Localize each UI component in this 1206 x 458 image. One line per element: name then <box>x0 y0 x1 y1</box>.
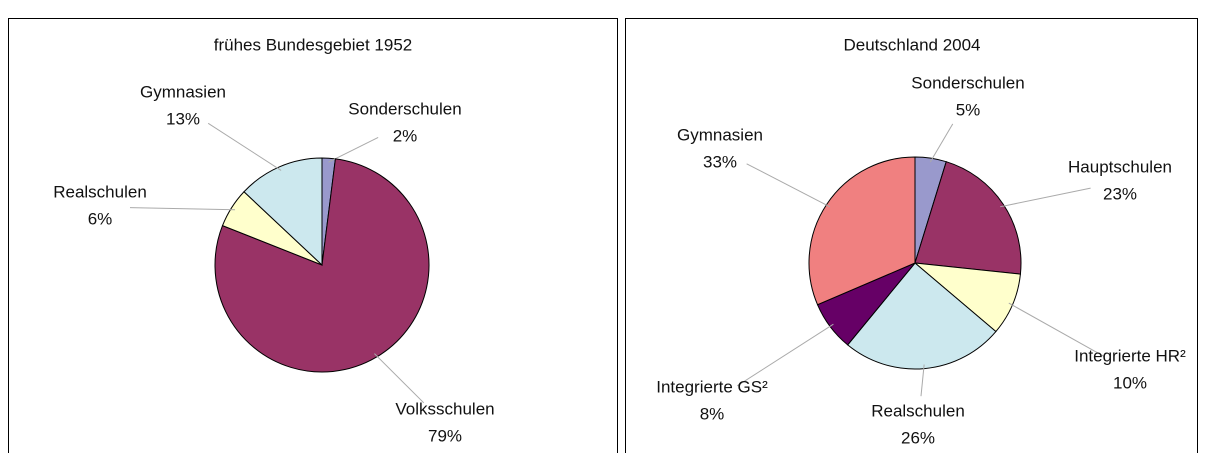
leader-line <box>746 163 831 208</box>
slice-label: Hauptschulen <box>1068 157 1172 176</box>
slice-value-label: 10% <box>1113 373 1147 392</box>
slice-label: Integrierte HR² <box>1074 346 1186 365</box>
leader-line <box>929 123 954 163</box>
slice-value-label: 6% <box>88 209 113 228</box>
slice-value-label: 79% <box>428 426 462 445</box>
pie-slice <box>914 161 1022 275</box>
leader-line <box>374 353 425 404</box>
pie-slice <box>846 262 997 370</box>
slice-label: Realschulen <box>871 401 965 420</box>
slice-value-label: 26% <box>901 428 935 447</box>
slice-label: Realschulen <box>53 182 147 201</box>
slice-value-label: 13% <box>166 109 200 128</box>
leader-line <box>1008 302 1105 357</box>
slice-value-label: 2% <box>393 126 418 145</box>
slice-value-label: 5% <box>956 100 981 119</box>
slice-label: Sonderschulen <box>348 99 461 118</box>
leader-line <box>736 323 834 387</box>
slice-value-label: 8% <box>700 404 725 423</box>
chart-title: frühes Bundesgebiet 1952 <box>214 35 413 54</box>
pie-slice <box>243 157 323 267</box>
leader-line <box>207 122 282 171</box>
leader-line <box>328 136 379 163</box>
leader-line <box>920 364 925 397</box>
slice-label: Sonderschulen <box>911 73 1024 92</box>
chart-title: Deutschland 2004 <box>843 35 980 54</box>
slice-value-label: 33% <box>703 152 737 171</box>
slice-value-label: 23% <box>1103 184 1137 203</box>
leader-line <box>129 207 236 211</box>
slice-label: Integrierte GS² <box>656 377 768 396</box>
slice-label: Gymnasien <box>140 82 226 101</box>
slice-label: Volksschulen <box>395 399 494 418</box>
slice-label: Gymnasien <box>677 125 763 144</box>
right-panel <box>625 18 1198 458</box>
leader-line <box>1000 187 1091 208</box>
left-panel <box>8 18 618 458</box>
